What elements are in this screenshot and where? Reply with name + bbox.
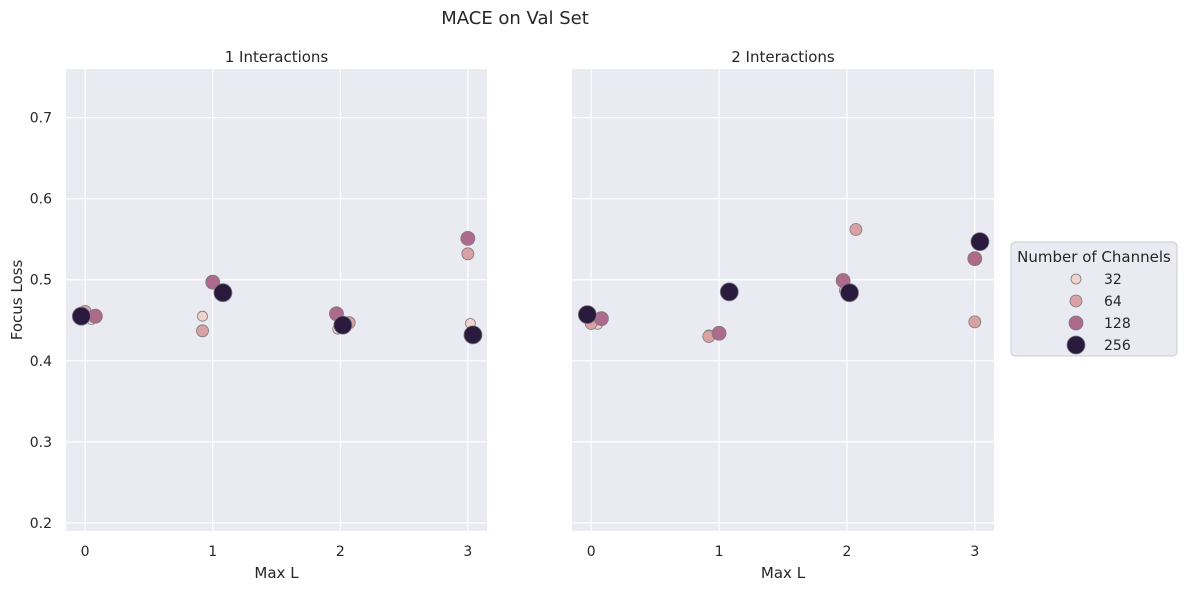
point-ch64 — [968, 315, 982, 329]
x-tick-label: 3 — [970, 544, 979, 560]
point-ch256 — [840, 283, 859, 303]
x-axis-label: Max L — [254, 564, 299, 582]
point-ch256 — [213, 283, 233, 303]
x-tick-label: 1 — [208, 544, 217, 560]
y-axis-label: Focus Loss — [8, 260, 26, 341]
point-ch128 — [205, 274, 221, 290]
y-tick-label: 0.6 — [30, 192, 52, 208]
panel-title: 1 Interactions — [225, 48, 329, 66]
y-tick-label: 0.4 — [30, 354, 52, 370]
point-ch64 — [461, 247, 475, 261]
x-tick-label: 1 — [715, 544, 724, 560]
point-ch64 — [196, 324, 209, 338]
panel-1: 0 1 2 3 0.2 0.3 0.4 0.5 0.6 0.7 1 Interactions Max … — [8, 48, 487, 582]
panel-title: 2 Interactions — [731, 48, 835, 66]
plot-area — [572, 69, 994, 531]
legend: Number of Channels 32 64 128 256 — [1010, 241, 1178, 357]
point-ch32 — [197, 310, 208, 322]
x-axis-label: Max L — [761, 564, 806, 582]
point-ch256 — [577, 305, 597, 324]
figure-title: MACE on Val Set — [441, 8, 589, 29]
legend-marker-256 — [1066, 335, 1086, 355]
panels: 0 1 2 3 0.2 0.3 0.4 0.5 0.6 0.7 1 Interactions Max … — [8, 48, 994, 582]
legend-title: Number of Channels — [1017, 248, 1171, 266]
y-tick-label: 0.7 — [30, 111, 52, 127]
legend-marker-128 — [1068, 315, 1084, 331]
legend-marker-64 — [1069, 294, 1083, 308]
x-tick-label: 2 — [842, 544, 851, 560]
legend-label-32: 32 — [1104, 272, 1122, 288]
point-ch128 — [460, 230, 476, 246]
point-ch256 — [333, 315, 353, 335]
y-tick-label: 0.2 — [30, 516, 52, 532]
x-tick-label: 0 — [587, 544, 596, 560]
legend-label-64: 64 — [1104, 294, 1122, 310]
legend-box — [1010, 241, 1178, 357]
panel-2: 0 1 2 3 2 Interactions Max L — [572, 48, 994, 582]
y-tick-label: 0.5 — [30, 273, 52, 289]
x-tick-label: 0 — [81, 544, 90, 560]
point-ch128 — [967, 251, 983, 267]
point-ch64 — [849, 223, 863, 236]
x-tick-label: 3 — [463, 544, 472, 560]
legend-label-256: 256 — [1104, 338, 1131, 354]
y-tick-label: 0.3 — [30, 435, 52, 451]
plot-area — [66, 69, 487, 531]
point-ch256 — [970, 232, 990, 252]
point-ch256 — [71, 306, 91, 326]
x-tick-label: 2 — [336, 544, 345, 560]
legend-label-128: 128 — [1104, 316, 1131, 332]
legend-marker-32 — [1070, 273, 1082, 285]
point-ch256 — [719, 282, 739, 302]
point-ch256 — [463, 325, 483, 345]
point-ch128 — [711, 325, 727, 341]
